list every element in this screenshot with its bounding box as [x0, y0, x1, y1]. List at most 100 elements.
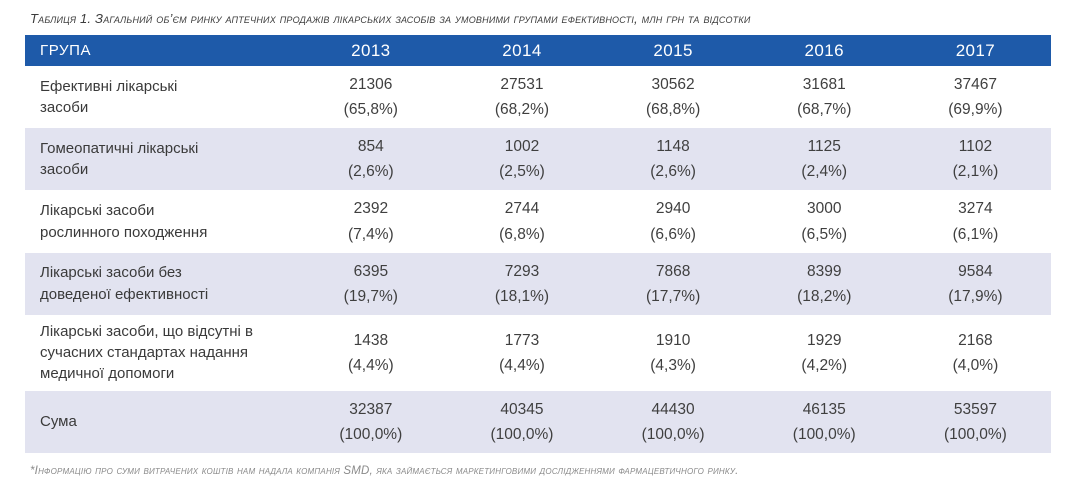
- group-name: Сума: [40, 413, 77, 431]
- table-caption: Таблиця 1. Загальний об’єм ринку аптечни…: [30, 11, 751, 26]
- table-row-unproven-efficacy-drugs: Лікарські засоби без доведеної ефективно…: [25, 252, 1051, 315]
- percent: (2,4%): [801, 163, 848, 181]
- percent: (68,8%): [645, 101, 701, 119]
- group-name: Лікарські засоби, що відсутні в сучасних…: [40, 322, 254, 383]
- value: 21306: [349, 76, 393, 93]
- value: 31681: [802, 76, 846, 93]
- percent: (100,0%): [641, 425, 705, 443]
- value: 2744: [504, 200, 540, 218]
- value-cell: 1929 (4,2%): [749, 315, 900, 391]
- percent: (4,0%): [952, 356, 999, 374]
- value-cell: 1125 (2,4%): [749, 128, 900, 190]
- value-cell: 46135 (100,0%): [749, 391, 900, 453]
- value: 53597: [953, 400, 997, 418]
- value-cell: 53597 (100,0%): [900, 391, 1051, 453]
- table-header: ГРУПА 2013 2014 2015 2016 2017: [25, 35, 1051, 66]
- value: 2168: [958, 331, 993, 349]
- percent: (100,0%): [943, 425, 1007, 443]
- percent: (6,5%): [801, 225, 848, 243]
- percent: (4,3%): [650, 356, 696, 374]
- value: 1910: [655, 331, 691, 349]
- group-name: Гомеопатичні лікарські засоби: [40, 140, 199, 179]
- value-cell: 1102 (2,1%): [900, 128, 1051, 190]
- percent: (6,1%): [952, 225, 999, 243]
- value-cell: 3000 (6,5%): [749, 190, 900, 252]
- percent: (18,2%): [797, 287, 852, 305]
- value-cell: 2392 (7,4%): [295, 190, 446, 252]
- value-cell: 44430 (100,0%): [598, 391, 749, 453]
- value-cell: 8399 (18,2%): [749, 253, 900, 315]
- percent: (100,0%): [792, 425, 856, 443]
- value-cell: 21306 (65,8%): [295, 66, 446, 128]
- value: 37467: [953, 76, 997, 93]
- value: 6395: [353, 262, 389, 280]
- percent: (65,8%): [343, 101, 398, 119]
- table-row-herbal-drugs: Лікарські засоби рослинного походження 2…: [25, 190, 1051, 252]
- percent: (68,2%): [494, 101, 550, 119]
- column-header-2014: 2014: [446, 35, 598, 66]
- percent: (18,1%): [494, 287, 550, 305]
- value-cell: 854 (2,6%): [295, 128, 446, 190]
- value: 1773: [504, 331, 540, 349]
- value: 8399: [807, 262, 842, 280]
- value-cell: 1910 (4,3%): [598, 315, 749, 391]
- value: 7293: [504, 262, 540, 280]
- percent: (7,4%): [347, 225, 394, 243]
- percent: (17,9%): [948, 287, 1003, 305]
- value-cell: 40345 (100,0%): [446, 391, 597, 453]
- value-cell: 30562 (68,8%): [598, 66, 749, 128]
- column-header-2017: 2017: [899, 35, 1051, 66]
- table-row-homeopathic-drugs: Гомеопатичні лікарські засоби 854 (2,6%) …: [25, 128, 1051, 191]
- value: 2940: [655, 200, 691, 218]
- value-cell: 2168 (4,0%): [900, 315, 1051, 391]
- percent: (100,0%): [490, 425, 554, 443]
- percent: (100,0%): [339, 425, 403, 443]
- value-cell: 37467 (69,9%): [900, 66, 1051, 128]
- column-header-2013: 2013: [295, 35, 447, 66]
- table-row-total: Сума 32387 (100,0%) 40345 (100,0%) 44430 (1…: [25, 390, 1051, 453]
- value-cell: 9584 (17,9%): [900, 253, 1051, 315]
- percent: (19,7%): [343, 287, 398, 305]
- value: 1929: [807, 331, 842, 349]
- value: 30562: [651, 76, 695, 93]
- group-name: Лікарські засоби без доведеної ефективно…: [40, 264, 209, 303]
- value-cell: 1773 (4,4%): [446, 315, 597, 391]
- value: 9584: [958, 262, 993, 280]
- value-cell: 31681 (68,7%): [749, 66, 900, 128]
- column-header-2015: 2015: [597, 35, 749, 66]
- value: 46135: [802, 400, 846, 418]
- percent: (2,6%): [650, 163, 696, 181]
- value-cell: 7293 (18,1%): [446, 253, 597, 315]
- percent: (69,9%): [948, 101, 1003, 119]
- value: 40345: [500, 400, 544, 418]
- group-name: Ефективні лікарські засоби: [40, 77, 178, 117]
- value-cell: 1148 (2,6%): [598, 128, 749, 190]
- percent: (6,6%): [650, 225, 696, 243]
- footnote: *Інформацію про суми витрачених коштів н…: [30, 464, 739, 477]
- value-cell: 7868 (17,7%): [598, 253, 749, 315]
- table-row-effective-drugs: Ефективні лікарські засоби 21306 (65,8%) …: [25, 66, 1051, 128]
- percent: (2,5%): [499, 163, 545, 181]
- value-cell: 1438 (4,4%): [295, 315, 446, 391]
- value: 1148: [656, 138, 690, 156]
- value: 27531: [500, 76, 544, 93]
- value-cell: 3274 (6,1%): [900, 190, 1051, 252]
- value: 1125: [807, 138, 841, 156]
- header-row: ГРУПА 2013 2014 2015 2016 2017: [25, 35, 1051, 66]
- pharma-sales-table: ГРУПА 2013 2014 2015 2016 2017 Ефективні…: [25, 35, 1051, 453]
- column-header-2016: 2016: [748, 35, 900, 66]
- percent: (2,6%): [347, 163, 394, 181]
- value: 44430: [651, 400, 695, 418]
- value: 1438: [353, 331, 389, 349]
- value: 3000: [807, 200, 842, 218]
- value: 7868: [655, 262, 691, 280]
- value-cell: 6395 (19,7%): [295, 253, 446, 315]
- group-name: Лікарські засоби рослинного походження: [40, 202, 208, 241]
- percent: (17,7%): [645, 287, 701, 305]
- column-header-group: ГРУПА: [25, 35, 296, 66]
- value-cell: 27531 (68,2%): [446, 66, 597, 128]
- percent: (2,1%): [952, 163, 999, 181]
- value: 1102: [958, 138, 993, 156]
- value-cell: 2940 (6,6%): [598, 190, 749, 252]
- value: 1002: [504, 138, 540, 156]
